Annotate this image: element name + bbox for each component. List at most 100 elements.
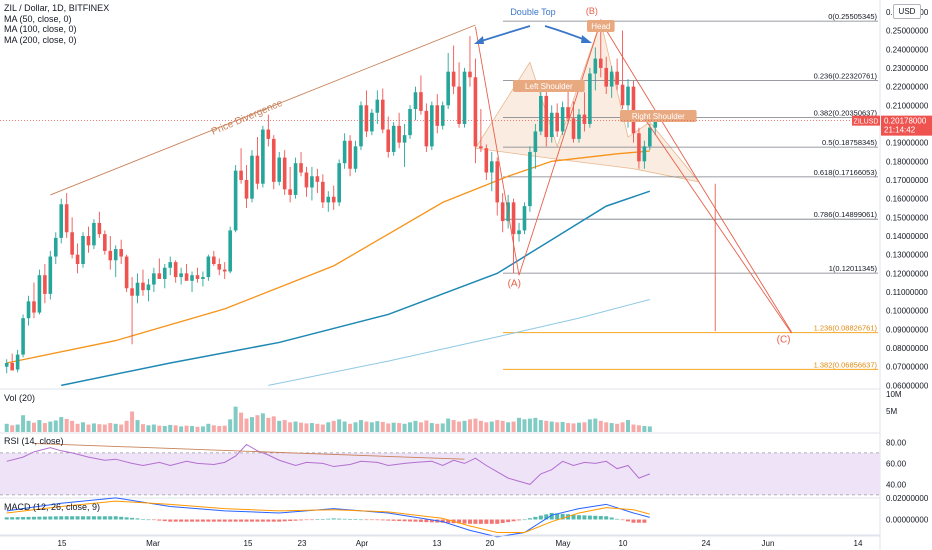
macd-histogram-bar bbox=[277, 519, 282, 522]
volume-bar bbox=[233, 406, 238, 432]
right-shoulder-label-bg bbox=[620, 110, 697, 122]
arrowhead-icon bbox=[474, 36, 484, 44]
volume-bar bbox=[288, 422, 293, 432]
candle-body bbox=[615, 71, 619, 85]
volume-bar bbox=[517, 417, 522, 432]
macd-histogram-bar bbox=[642, 519, 647, 523]
macd-histogram-bar bbox=[598, 516, 603, 520]
macd-axis-label: 0.00000000 bbox=[886, 516, 929, 525]
legend-ma50: MA (50, close, 0) bbox=[4, 13, 72, 24]
candle-body bbox=[342, 140, 347, 164]
volume-bar bbox=[598, 420, 603, 432]
candle-body bbox=[244, 179, 249, 199]
macd-histogram-bar bbox=[636, 519, 641, 523]
projection-line bbox=[644, 118, 792, 334]
candle-body bbox=[315, 176, 320, 182]
macd-histogram-bar bbox=[418, 519, 423, 522]
candle-body bbox=[440, 105, 445, 126]
candle-body bbox=[206, 256, 211, 278]
volume-bar bbox=[408, 422, 413, 432]
moving-average-line bbox=[61, 190, 651, 387]
macd-histogram-bar bbox=[604, 516, 609, 520]
macd-histogram-bar bbox=[195, 519, 200, 522]
candle-body bbox=[212, 256, 216, 265]
x-tick-label: 20 bbox=[486, 539, 495, 548]
candle-body bbox=[648, 127, 652, 147]
volume-bar bbox=[42, 423, 47, 432]
volume-bar bbox=[53, 420, 58, 432]
volume-bar bbox=[222, 425, 227, 432]
volume-bar bbox=[566, 423, 571, 432]
volume-bar bbox=[457, 421, 462, 432]
candle-body bbox=[604, 67, 609, 87]
volume-bar bbox=[21, 415, 26, 432]
macd-histogram-bar bbox=[576, 515, 581, 520]
candle-body bbox=[489, 161, 494, 173]
volume-bar bbox=[358, 420, 363, 432]
x-tick-label: 24 bbox=[702, 539, 711, 548]
volume-bar bbox=[315, 423, 320, 432]
volume-bar bbox=[81, 422, 86, 432]
rsi-divergence-line bbox=[33, 443, 465, 460]
volume-bar bbox=[604, 422, 609, 432]
volume-label: Vol (20) bbox=[4, 393, 36, 403]
macd-histogram-bar bbox=[609, 517, 614, 520]
macd-histogram-bar bbox=[358, 519, 363, 521]
currency-button[interactable]: USD bbox=[893, 4, 921, 19]
macd-histogram-bar bbox=[304, 519, 309, 521]
macd-histogram-bar bbox=[326, 518, 331, 520]
candle-body bbox=[539, 95, 543, 132]
volume-bar bbox=[102, 424, 107, 432]
y-tick-label: 0.08000000 bbox=[886, 344, 929, 353]
macd-histogram-bar bbox=[168, 519, 173, 522]
candle-body bbox=[609, 71, 614, 87]
volume-bar bbox=[113, 423, 118, 432]
candle-body bbox=[81, 235, 85, 265]
x-tick-label: 15 bbox=[244, 539, 253, 548]
candle-body bbox=[130, 288, 134, 296]
volume-bar bbox=[544, 420, 549, 432]
x-tick-label: 13 bbox=[433, 539, 442, 548]
candle-body bbox=[250, 155, 254, 199]
volume-bar bbox=[495, 420, 500, 432]
candle-body bbox=[64, 204, 69, 233]
candle-body bbox=[571, 118, 576, 139]
macd-histogram-bar bbox=[200, 519, 205, 522]
volume-bar bbox=[348, 423, 353, 432]
macd-histogram-bar bbox=[309, 519, 314, 521]
volume-bar bbox=[146, 425, 151, 432]
candle-body bbox=[162, 267, 167, 279]
volume-bar bbox=[190, 426, 195, 432]
candle-body bbox=[386, 129, 391, 152]
macd-histogram-bar bbox=[53, 516, 58, 520]
volume-bar bbox=[260, 413, 265, 432]
candle-body bbox=[4, 362, 9, 367]
candle-body bbox=[359, 105, 363, 147]
macd-histogram-bar bbox=[413, 519, 418, 522]
volume-bar bbox=[299, 422, 304, 432]
candle-body bbox=[413, 92, 418, 110]
candle-body bbox=[135, 282, 140, 296]
volume-bar bbox=[266, 417, 271, 432]
volume-bar bbox=[86, 424, 91, 432]
volume-bar bbox=[151, 424, 156, 432]
volume-bar bbox=[342, 421, 347, 432]
macd-histogram-bar bbox=[440, 519, 445, 523]
volume-bar bbox=[309, 423, 314, 432]
volume-bar bbox=[440, 423, 445, 432]
macd-histogram-bar bbox=[397, 519, 402, 522]
candle-body bbox=[277, 157, 282, 182]
chart-legend: ZIL / Dollar, 1D, BITFINEX MA (50, close… bbox=[4, 3, 109, 45]
macd-histogram-bar bbox=[424, 519, 429, 523]
macd-histogram-bar bbox=[571, 514, 576, 520]
candle-body bbox=[364, 105, 369, 132]
candle-body bbox=[653, 120, 658, 128]
candle-body bbox=[233, 170, 238, 231]
price-tag-bg bbox=[881, 115, 932, 136]
rsi-line bbox=[6, 443, 651, 485]
macd-histogram-bar bbox=[538, 515, 543, 520]
macd-histogram-bar bbox=[31, 516, 36, 520]
wave-a-label: (A) bbox=[508, 278, 521, 289]
macd-histogram-bar bbox=[97, 516, 102, 520]
